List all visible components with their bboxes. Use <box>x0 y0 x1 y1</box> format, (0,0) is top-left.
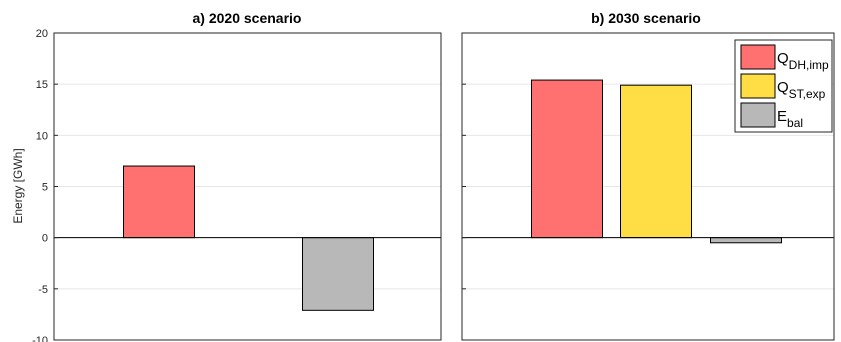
legend-entry-q-st-exp: QST,exp <box>740 73 826 101</box>
y-tick-label: 20 <box>36 28 48 40</box>
y-ticks-2020: -10 -5 0 5 10 15 20 <box>32 28 58 342</box>
legend-swatch-e-bal <box>740 102 776 128</box>
y-tick-label: -5 <box>38 284 48 296</box>
legend-label-q-dh-imp: QDH,imp <box>777 50 829 72</box>
legend-entry-q-dh-imp: QDH,imp <box>740 44 829 72</box>
y-ticks-2030 <box>462 32 466 341</box>
bar-e-bal <box>302 237 374 311</box>
bar-q-st-exp <box>620 84 692 239</box>
axes-frame-2020 <box>53 32 442 341</box>
y-tick-label: 5 <box>42 182 48 194</box>
subplot-2030: b) 2030 scenario <box>461 10 835 341</box>
legend-label-e-bal: Ebal <box>777 108 803 130</box>
y-tick-label: -10 <box>32 335 48 342</box>
y-tick-label: 0 <box>42 233 48 245</box>
bar-e-bal <box>710 237 782 244</box>
legend-swatch-q-st-exp <box>740 73 776 99</box>
legend-label-q-st-exp: QST,exp <box>777 79 826 101</box>
bars-2030 <box>531 79 782 244</box>
axes-frame-2030 <box>461 32 835 341</box>
bar-q-dh-imp <box>123 165 195 239</box>
legend-entry-e-bal: Ebal <box>740 102 803 130</box>
legend-swatch-q-dh-imp <box>740 44 776 70</box>
legend: QDH,imp QST,exp Ebal <box>734 39 833 133</box>
gridlines-2020 <box>54 83 441 290</box>
subplot-2020: a) 2020 scenario -10 -5 0 5 10 15 20 <box>32 10 442 342</box>
y-axis-label: Energy [GWh] <box>11 148 25 223</box>
subplot-title-2030: b) 2030 scenario <box>591 10 701 26</box>
bar-q-dh-imp <box>531 79 603 239</box>
y-tick-label: 10 <box>36 130 48 142</box>
subplot-title-2020: a) 2020 scenario <box>193 10 302 26</box>
y-tick-label: 15 <box>36 79 48 91</box>
bars-2020 <box>123 165 374 311</box>
